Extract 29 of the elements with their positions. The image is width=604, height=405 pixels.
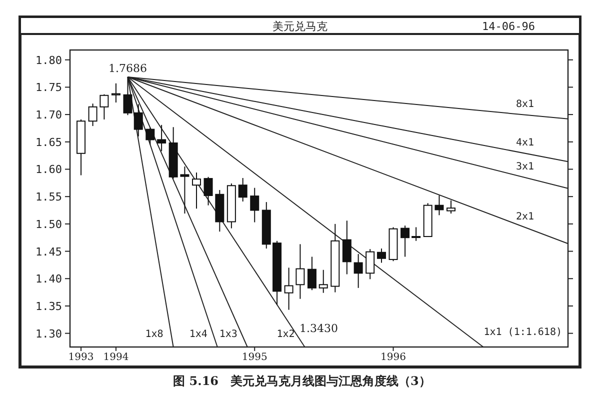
y-tick-label: 1.55 bbox=[36, 190, 62, 204]
x-tick-label: 1996 bbox=[380, 352, 406, 363]
y-tick-label: 1.60 bbox=[36, 163, 62, 176]
x-tick-label: 1993 bbox=[68, 352, 94, 363]
series-label: 2x1 bbox=[516, 211, 534, 222]
x-tick-label: 1994 bbox=[103, 352, 129, 363]
y-tick-label: 1.45 bbox=[36, 245, 62, 258]
y-tick-label: 1.50 bbox=[36, 218, 62, 231]
annotation: 1.3430 bbox=[300, 322, 338, 335]
chart-title: 美元兑马克 bbox=[272, 20, 328, 33]
y-tick-label: 1.30 bbox=[36, 327, 62, 340]
y-tick-label: 1.80 bbox=[36, 54, 62, 67]
caption: 图 5.16 美元兑马克月线图与江恩角度线（3） bbox=[173, 374, 431, 388]
series-label: 3x1 bbox=[516, 162, 534, 173]
y-tick-label: 1.65 bbox=[36, 136, 62, 149]
y-tick-label: 1.40 bbox=[36, 272, 62, 286]
series-label: 4x1 bbox=[516, 137, 534, 148]
y-tick-label: 1.75 bbox=[36, 81, 62, 94]
series-label: 8x1 bbox=[516, 98, 534, 110]
text: 14-06-96 bbox=[482, 20, 535, 33]
series-label: 1x3 bbox=[219, 329, 238, 340]
y-tick-label: 1.70 bbox=[36, 108, 62, 122]
y-tick-label: 1.35 bbox=[36, 300, 62, 313]
series-label: 1x2 bbox=[276, 329, 295, 340]
legend-label: 1x1 (1:1.618) bbox=[484, 327, 562, 338]
annotation: 1.7686 bbox=[108, 62, 147, 76]
series-label: 1x4 bbox=[189, 329, 208, 340]
x-tick-label: 1995 bbox=[242, 352, 268, 363]
series-label: 1x8 bbox=[145, 329, 164, 340]
